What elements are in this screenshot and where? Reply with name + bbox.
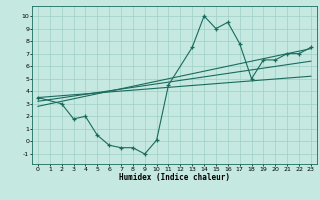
X-axis label: Humidex (Indice chaleur): Humidex (Indice chaleur) bbox=[119, 173, 230, 182]
